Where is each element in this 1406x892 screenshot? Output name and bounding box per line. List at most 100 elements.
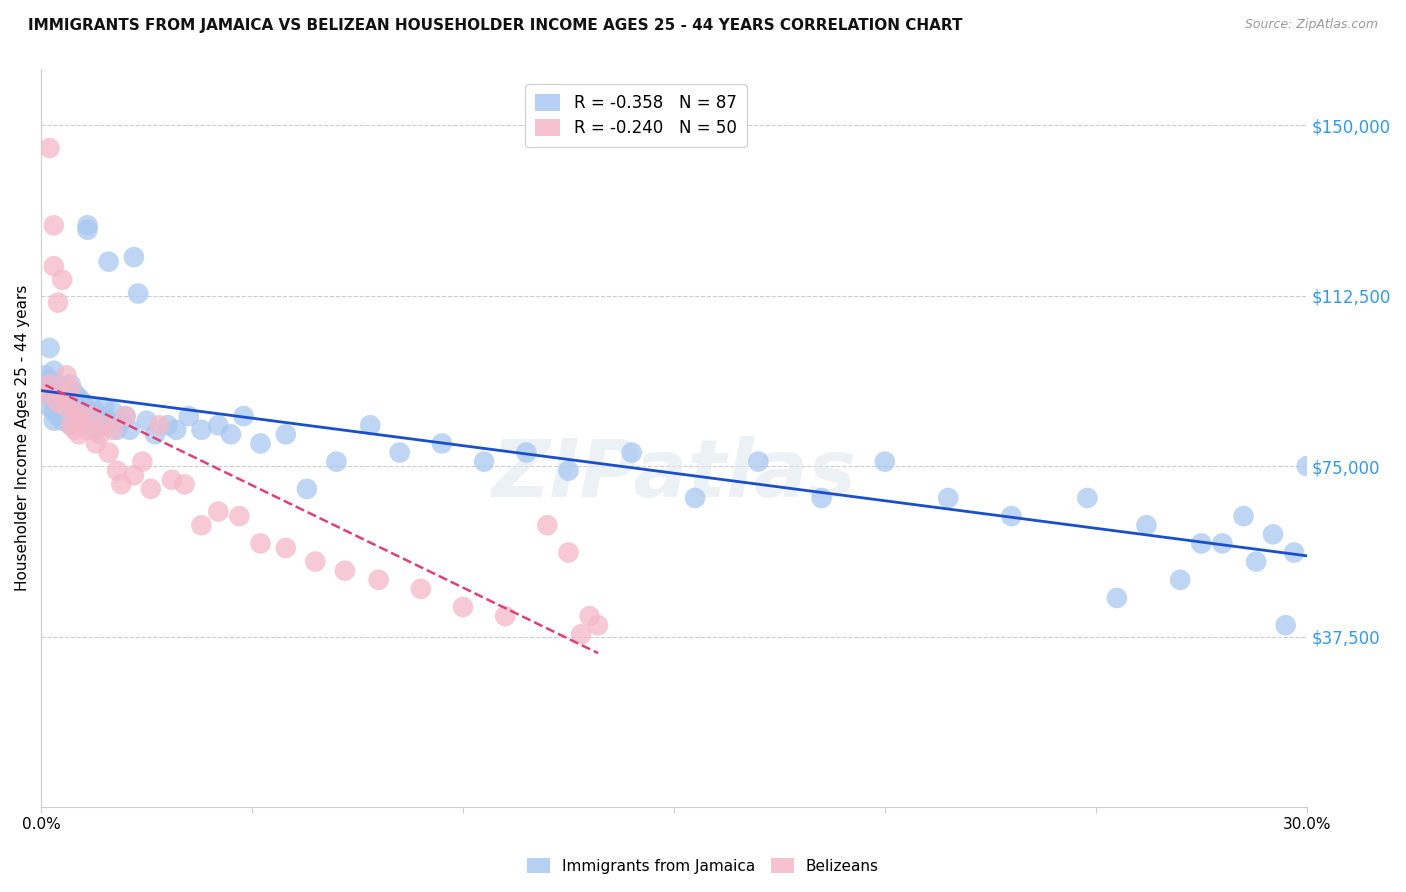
Point bbox=[46, 295, 69, 310]
Point bbox=[42, 364, 65, 378]
Point bbox=[59, 377, 82, 392]
Point bbox=[97, 414, 120, 428]
Point bbox=[38, 373, 60, 387]
Point bbox=[359, 418, 381, 433]
Point bbox=[38, 400, 60, 414]
Point bbox=[46, 377, 69, 392]
Point bbox=[143, 427, 166, 442]
Point bbox=[207, 418, 229, 433]
Point bbox=[1000, 509, 1022, 524]
Point bbox=[249, 436, 271, 450]
Point bbox=[42, 404, 65, 418]
Point bbox=[1261, 527, 1284, 541]
Point bbox=[249, 536, 271, 550]
Point bbox=[59, 382, 82, 396]
Point bbox=[55, 368, 77, 383]
Point bbox=[139, 482, 162, 496]
Point bbox=[1189, 536, 1212, 550]
Point bbox=[873, 454, 896, 468]
Point bbox=[219, 427, 242, 442]
Point bbox=[148, 418, 170, 433]
Point bbox=[51, 273, 73, 287]
Point bbox=[38, 341, 60, 355]
Point bbox=[72, 395, 94, 409]
Point bbox=[325, 454, 347, 468]
Point bbox=[131, 454, 153, 468]
Point bbox=[72, 414, 94, 428]
Point bbox=[118, 423, 141, 437]
Point bbox=[80, 409, 103, 424]
Point bbox=[1135, 518, 1157, 533]
Point bbox=[42, 259, 65, 273]
Point bbox=[173, 477, 195, 491]
Point bbox=[76, 219, 98, 233]
Point bbox=[586, 618, 609, 632]
Point bbox=[93, 400, 115, 414]
Point bbox=[51, 386, 73, 401]
Point bbox=[72, 418, 94, 433]
Point bbox=[42, 395, 65, 409]
Point bbox=[409, 582, 432, 596]
Point bbox=[304, 555, 326, 569]
Point bbox=[1295, 459, 1317, 474]
Point bbox=[51, 404, 73, 418]
Point bbox=[34, 386, 56, 401]
Point bbox=[84, 423, 107, 437]
Point bbox=[89, 427, 111, 442]
Point bbox=[156, 418, 179, 433]
Point bbox=[46, 409, 69, 424]
Point bbox=[97, 445, 120, 459]
Point bbox=[63, 423, 86, 437]
Point bbox=[160, 473, 183, 487]
Point bbox=[34, 386, 56, 401]
Point bbox=[367, 573, 389, 587]
Point bbox=[1274, 618, 1296, 632]
Point bbox=[84, 404, 107, 418]
Point bbox=[63, 404, 86, 418]
Point bbox=[683, 491, 706, 505]
Point bbox=[67, 427, 90, 442]
Point bbox=[63, 418, 86, 433]
Point bbox=[101, 423, 124, 437]
Point bbox=[55, 395, 77, 409]
Text: IMMIGRANTS FROM JAMAICA VS BELIZEAN HOUSEHOLDER INCOME AGES 25 - 44 YEARS CORREL: IMMIGRANTS FROM JAMAICA VS BELIZEAN HOUS… bbox=[28, 18, 963, 33]
Point bbox=[38, 141, 60, 155]
Point bbox=[46, 395, 69, 409]
Point bbox=[51, 414, 73, 428]
Point bbox=[177, 409, 200, 424]
Point bbox=[42, 219, 65, 233]
Point bbox=[80, 400, 103, 414]
Legend: Immigrants from Jamaica, Belizeans: Immigrants from Jamaica, Belizeans bbox=[522, 852, 884, 880]
Point bbox=[84, 436, 107, 450]
Point bbox=[620, 445, 643, 459]
Point bbox=[333, 564, 356, 578]
Point bbox=[80, 418, 103, 433]
Point bbox=[76, 423, 98, 437]
Point bbox=[569, 627, 592, 641]
Point bbox=[51, 382, 73, 396]
Point bbox=[105, 423, 128, 437]
Point bbox=[1244, 555, 1267, 569]
Point bbox=[127, 286, 149, 301]
Point bbox=[101, 404, 124, 418]
Point bbox=[55, 386, 77, 401]
Point bbox=[190, 423, 212, 437]
Point bbox=[578, 609, 600, 624]
Point bbox=[114, 409, 136, 424]
Point bbox=[55, 400, 77, 414]
Legend: R = -0.358   N = 87, R = -0.240   N = 50: R = -0.358 N = 87, R = -0.240 N = 50 bbox=[526, 84, 747, 147]
Point bbox=[114, 409, 136, 424]
Point bbox=[190, 518, 212, 533]
Point bbox=[747, 454, 769, 468]
Point bbox=[67, 409, 90, 424]
Text: Source: ZipAtlas.com: Source: ZipAtlas.com bbox=[1244, 18, 1378, 31]
Point bbox=[494, 609, 516, 624]
Point bbox=[274, 541, 297, 555]
Point bbox=[388, 445, 411, 459]
Point bbox=[232, 409, 254, 424]
Point bbox=[472, 454, 495, 468]
Point bbox=[38, 377, 60, 392]
Point bbox=[63, 386, 86, 401]
Point bbox=[46, 386, 69, 401]
Point bbox=[228, 509, 250, 524]
